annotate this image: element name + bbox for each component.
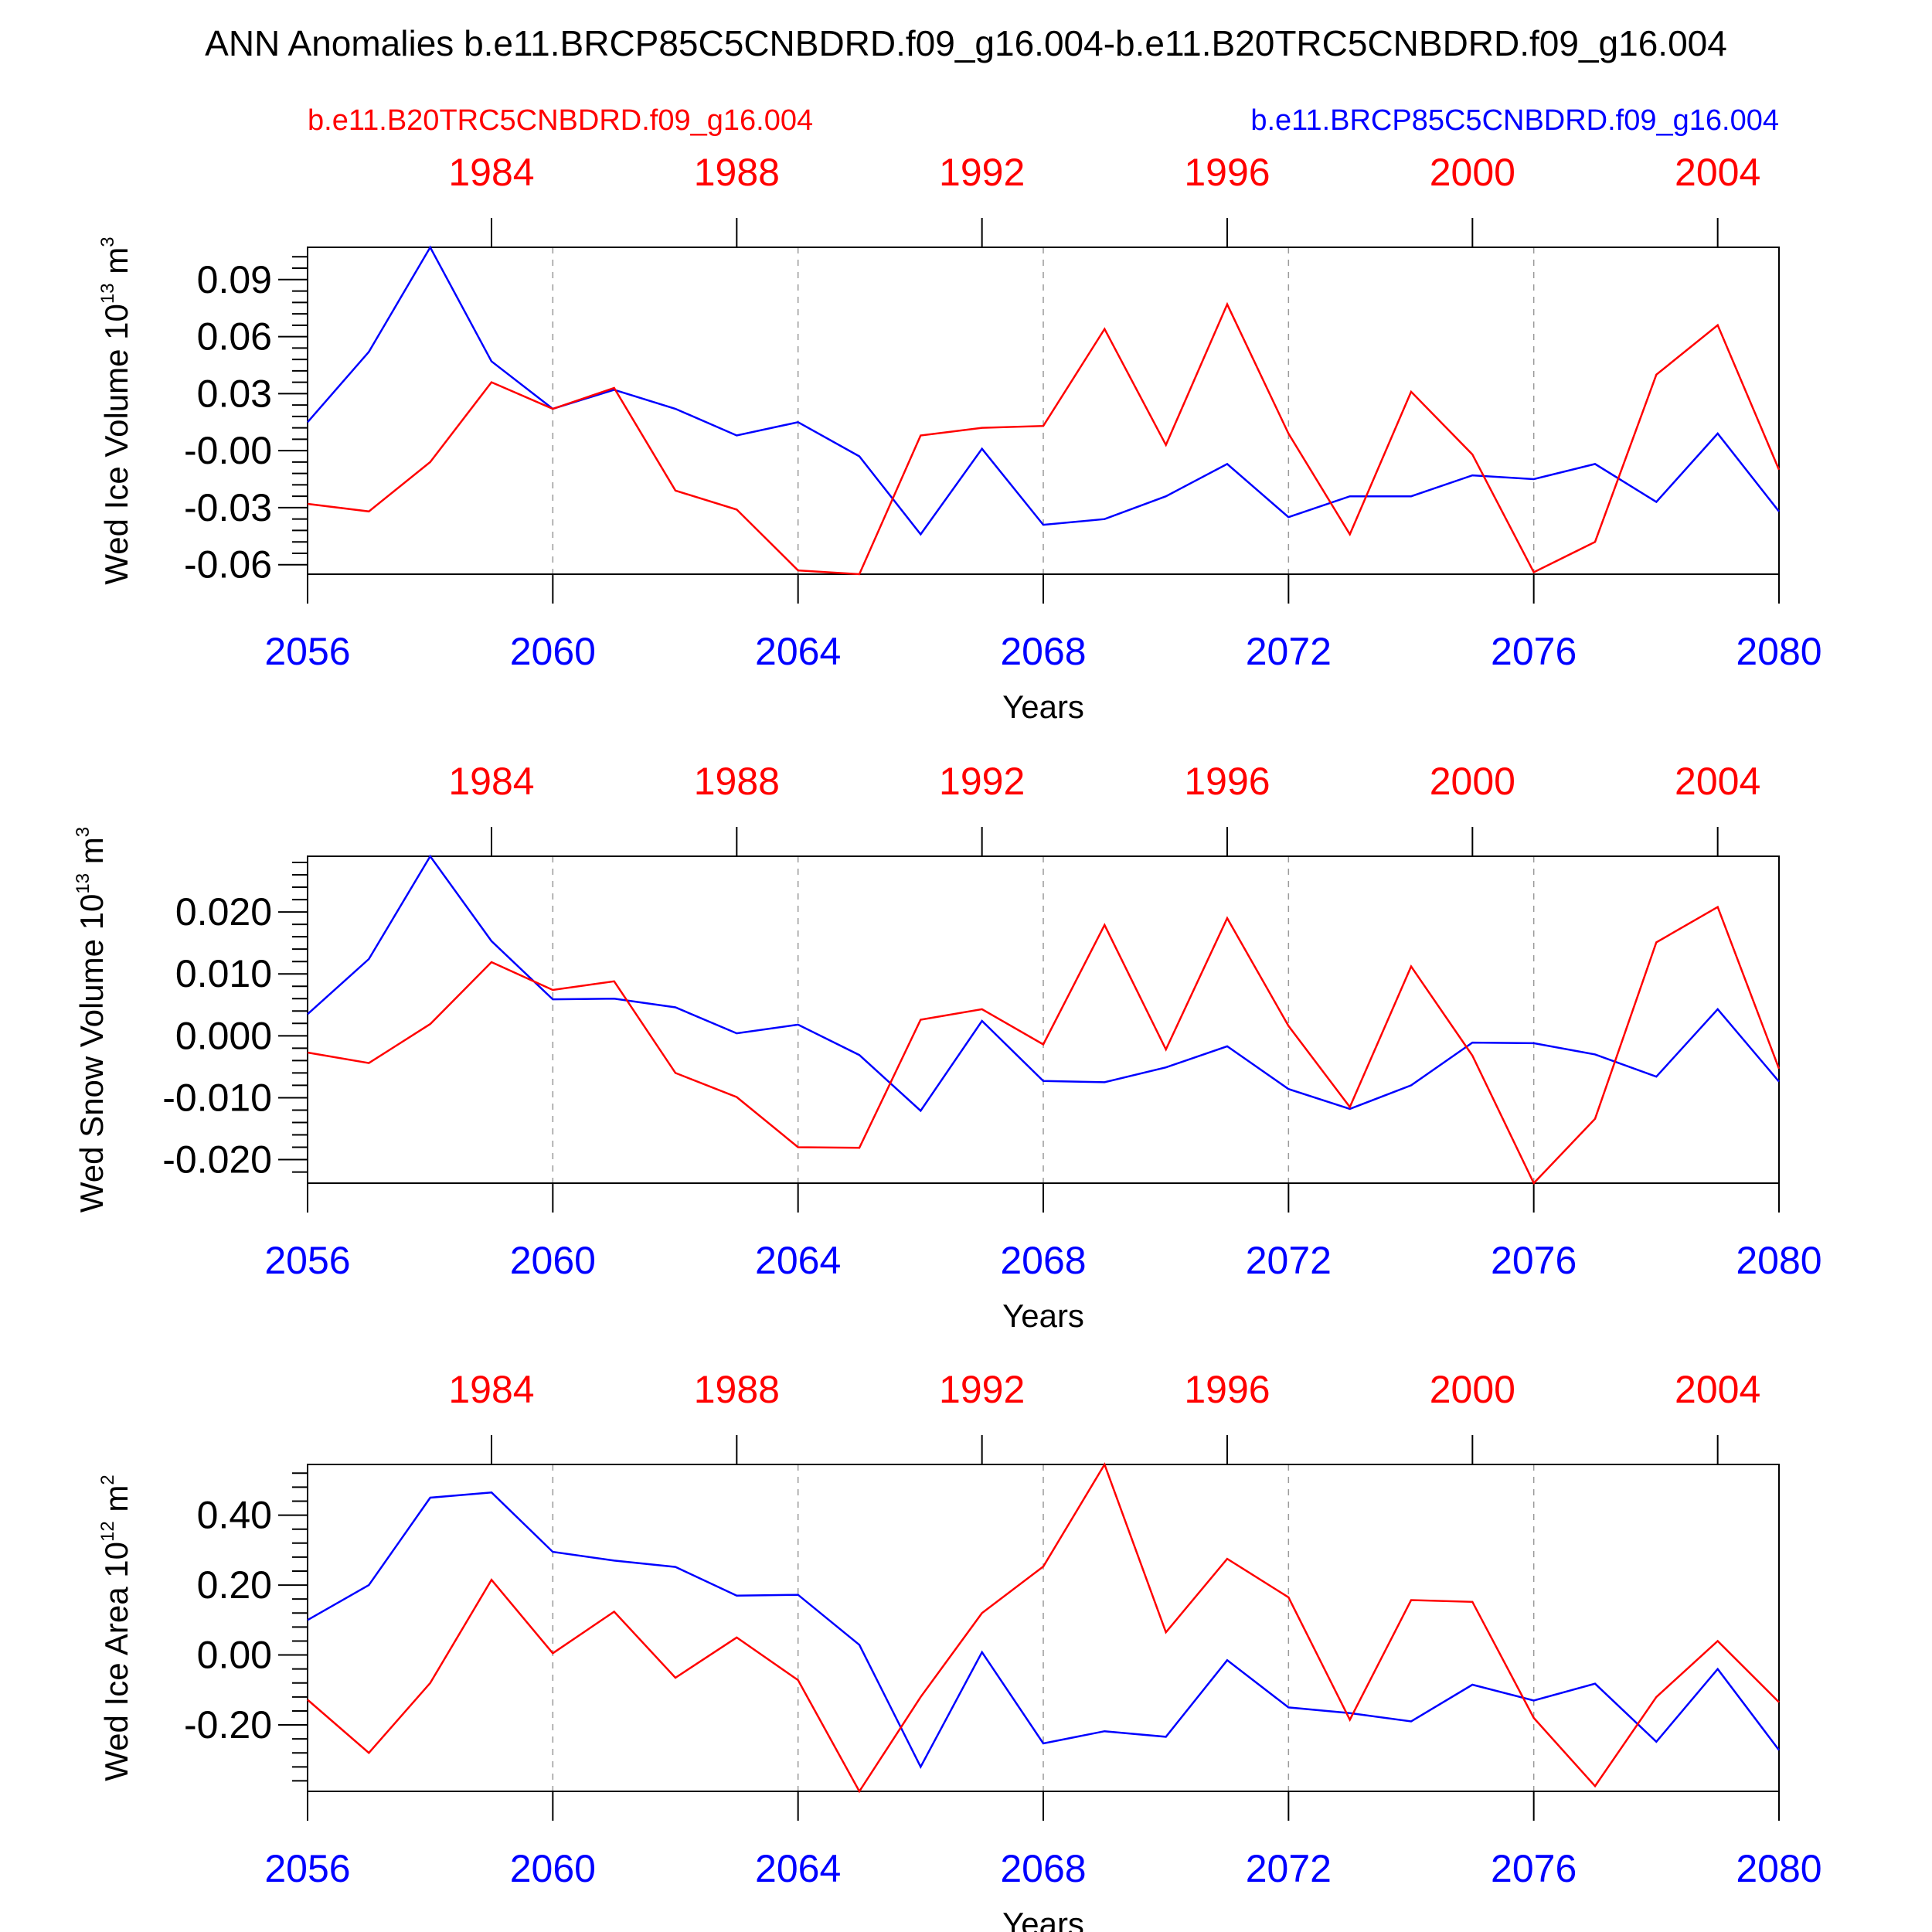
future-series-line [307,854,1780,1113]
y-tick-label: -0.010 [162,1076,272,1119]
top-tick-label: 1984 [448,760,534,803]
x-tick-label: 2056 [264,630,350,673]
x-tick-label: 2068 [1000,630,1086,673]
x-tick-label: 2068 [1000,1847,1086,1890]
x-tick-label: 2072 [1246,630,1332,673]
top-tick-label: 1996 [1184,760,1270,803]
x-axis-title: Years [1002,1298,1084,1334]
figure-title: ANN Anomalies b.e11.BRCP85C5CNBDRD.f09_g… [205,23,1727,63]
y-axis-title: Wed Ice Area 1012 m2 [97,1475,134,1781]
top-tick-label: 2000 [1430,760,1515,803]
y-tick-label: -0.03 [184,486,272,529]
x-tick-label: 2064 [755,1239,841,1282]
future-series-line [307,1491,1780,1770]
historical-series-line [307,301,1781,576]
y-tick-label: 0.00 [197,1634,272,1677]
y-tick-label: 0.000 [175,1014,272,1057]
top-tick-label: 1996 [1184,1368,1270,1411]
top-tick-label: 1992 [939,151,1025,194]
y-tick-label: 0.06 [197,315,272,359]
x-tick-label: 2072 [1246,1847,1332,1890]
x-axis-title: Years [1002,689,1084,725]
top-tick-label: 1988 [694,1368,780,1411]
x-tick-label: 2076 [1491,1239,1577,1282]
x-tick-label: 2060 [510,630,596,673]
top-tick-label: 1992 [939,760,1025,803]
y-tick-label: -0.00 [184,429,272,472]
x-tick-label: 2080 [1736,1847,1821,1890]
top-tick-label: 2004 [1675,760,1760,803]
top-tick-label: 2004 [1675,151,1760,194]
top-tick-label: 1988 [694,151,780,194]
future-run-label: b.e11.BRCP85C5CNBDRD.f09_g16.004 [1250,104,1779,137]
x-tick-label: 2072 [1246,1239,1332,1282]
top-tick-label: 1996 [1184,151,1270,194]
top-tick-label: 2000 [1430,1368,1515,1411]
y-tick-label: 0.20 [197,1563,272,1607]
y-tick-label: 0.010 [175,952,272,995]
historical-run-label: b.e11.B20TRC5CNBDRD.f09_g16.004 [308,104,813,137]
y-tick-label: -0.06 [184,543,272,587]
top-tick-label: 1992 [939,1368,1025,1411]
x-tick-label: 2080 [1736,630,1821,673]
x-tick-label: 2068 [1000,1239,1086,1282]
x-tick-label: 2060 [510,1847,596,1890]
x-tick-label: 2076 [1491,630,1577,673]
historical-series-line [307,1462,1780,1794]
x-tick-label: 2056 [264,1847,350,1890]
x-tick-label: 2064 [755,630,841,673]
panel-snow-volume: 2056 2060 2064 2068 2072 2076 2080 1984 1988 1992… [73,760,1822,1334]
top-tick-label: 1984 [448,1368,534,1411]
historical-series-line [307,905,1781,1185]
y-tick-label: 0.020 [175,890,272,934]
top-tick-label: 2004 [1675,1368,1760,1411]
top-tick-label: 1984 [448,151,534,194]
y-tick-label: 0.09 [197,258,272,301]
x-tick-label: 2080 [1736,1239,1821,1282]
y-tick-label: 0.03 [197,372,272,415]
y-axis-title: Wed Ice Volume 1013 m3 [97,236,134,584]
top-tick-label: 2000 [1430,151,1515,194]
y-tick-label: -0.020 [162,1138,272,1182]
y-tick-label: 0.40 [197,1494,272,1537]
x-axis-title: Years [1002,1906,1084,1932]
top-tick-label: 1988 [694,760,780,803]
y-tick-label: -0.20 [184,1703,272,1747]
x-tick-label: 2076 [1491,1847,1577,1890]
x-tick-label: 2056 [264,1239,350,1282]
x-tick-label: 2064 [755,1847,841,1890]
y-axis-title: Wed Snow Volume 1013 m3 [73,827,110,1213]
x-tick-label: 2060 [510,1239,596,1282]
panel-ice-area: 2056 2060 2064 2068 2072 2076 2080 1984 1988 1992… [97,1368,1822,1932]
panel-ice-volume: 2056 2060 2064 2068 2072 2076 2080 1984 1988 1992… [97,151,1822,725]
